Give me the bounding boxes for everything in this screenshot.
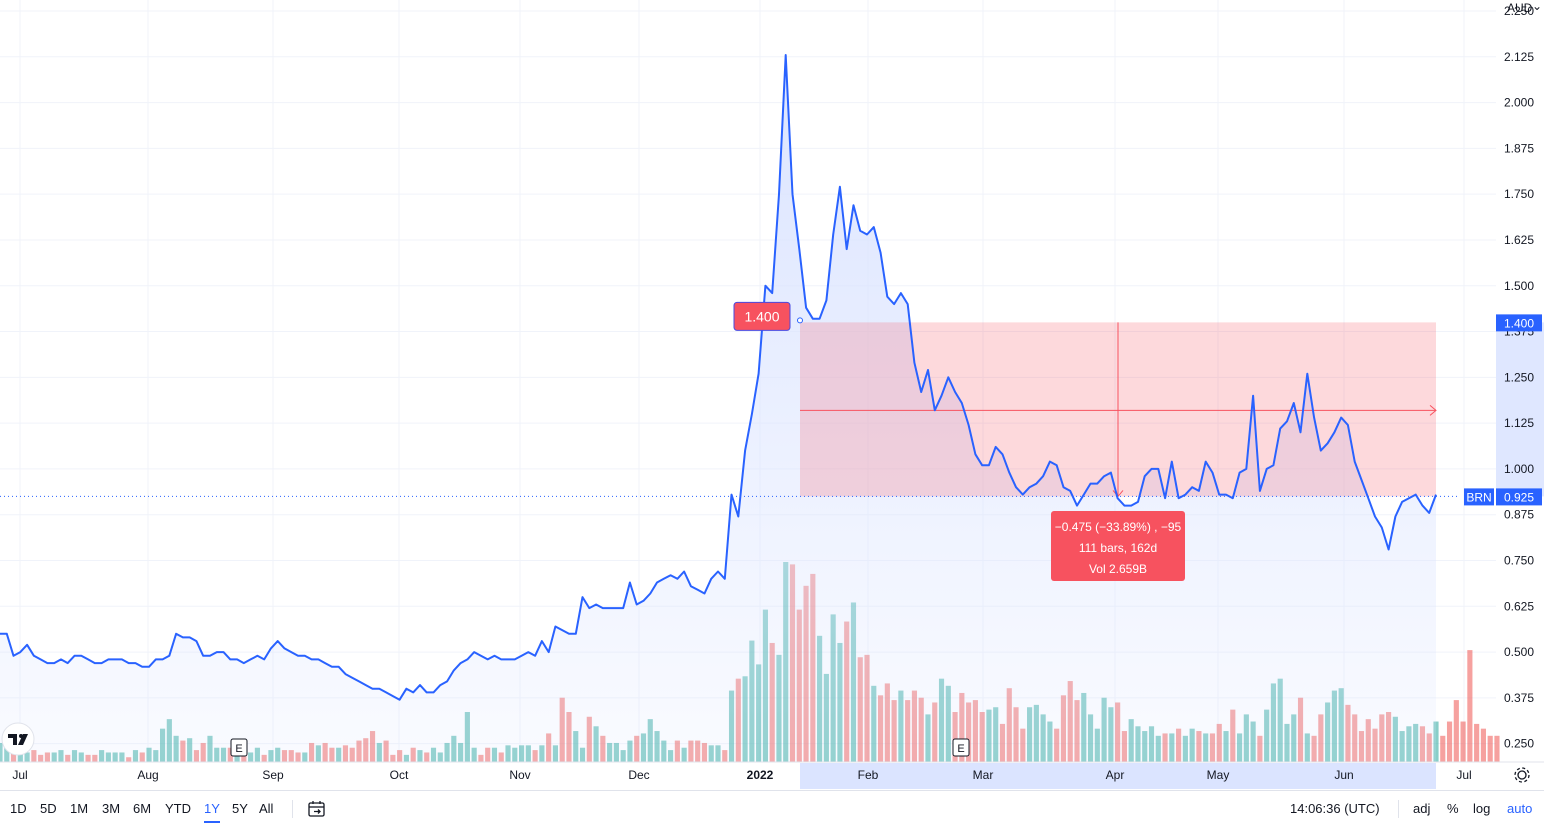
y-tick-label: 1.500 bbox=[1504, 279, 1534, 293]
volume-bar bbox=[1467, 650, 1473, 762]
price-line bbox=[0, 54, 1437, 701]
y-tick-label: 0.500 bbox=[1504, 645, 1534, 659]
tradingview-logo bbox=[1, 722, 35, 756]
y-tick-label: 1.000 bbox=[1504, 462, 1534, 476]
toolbar-divider bbox=[292, 800, 293, 818]
x-tick-label: May bbox=[1207, 768, 1230, 782]
y-tick-label: 0.625 bbox=[1504, 599, 1534, 613]
ruler-price-badge-text: 1.400 bbox=[1504, 316, 1534, 330]
volume-bar bbox=[1440, 735, 1446, 762]
range-button-all[interactable]: All bbox=[259, 801, 274, 816]
y-tick-label: 0.375 bbox=[1504, 691, 1534, 705]
range-button-1m[interactable]: 1M bbox=[70, 801, 89, 816]
last-price-badge-text: 0.925 bbox=[1504, 490, 1534, 504]
price-chart[interactable]: 1.400 −0.475 (−33.89%) , −95 111 bars, 162… bbox=[0, 0, 1544, 790]
price-scale-highlight bbox=[1496, 322, 1544, 497]
currency-label: AUD bbox=[1507, 1, 1533, 15]
calendar-goto-icon[interactable] bbox=[307, 799, 327, 819]
measure-tooltip-line: Vol 2.659B bbox=[1089, 562, 1147, 576]
range-button-1y[interactable]: 1Y bbox=[204, 801, 220, 823]
y-tick-label: 1.125 bbox=[1504, 416, 1534, 430]
earnings-marker bbox=[952, 738, 970, 757]
volume-bar bbox=[1446, 721, 1453, 762]
volume-bar bbox=[1474, 723, 1480, 762]
price-area bbox=[0, 55, 1436, 762]
symbol-badge-text: BRN bbox=[1466, 490, 1491, 504]
y-tick-label: 0.250 bbox=[1504, 737, 1534, 751]
x-tick-label: 2022 bbox=[747, 768, 774, 782]
ruler-start-price: 1.400 bbox=[744, 308, 779, 324]
measure-tooltip-line: −0.475 (−33.89%) , −95 bbox=[1055, 520, 1182, 534]
clock-label[interactable]: 14:06:36 (UTC) bbox=[1290, 801, 1380, 816]
range-button-5d[interactable]: 5D bbox=[40, 801, 57, 816]
bottom-toolbar: 1D 5D 1M 3M 6M YTD 1Y 5Y All 14:06:36 (U… bbox=[0, 790, 1544, 826]
range-button-3m[interactable]: 3M bbox=[102, 801, 121, 816]
volume-bar bbox=[1494, 735, 1500, 762]
y-tick-label: 0.750 bbox=[1504, 554, 1534, 568]
volume-bar bbox=[1487, 735, 1493, 762]
range-button-ytd[interactable]: YTD bbox=[165, 801, 191, 816]
tradingview-logo-icon bbox=[8, 734, 28, 745]
measure-anchor-point bbox=[797, 317, 803, 324]
range-button-1d[interactable]: 1D bbox=[10, 801, 27, 816]
earnings-marker bbox=[230, 738, 248, 757]
x-tick-label: Jul bbox=[1456, 768, 1471, 782]
auto-toggle[interactable]: auto bbox=[1507, 801, 1533, 816]
earnings-marker-label: E bbox=[957, 743, 964, 755]
log-toggle[interactable]: log bbox=[1473, 801, 1491, 816]
y-tick-label: 1.625 bbox=[1504, 233, 1534, 247]
x-tick-label: Feb bbox=[858, 768, 879, 782]
range-button-5y[interactable]: 5Y bbox=[232, 801, 248, 816]
chevron-down-icon: ⌄ bbox=[1532, 0, 1542, 13]
x-tick-label: Mar bbox=[973, 768, 994, 782]
x-tick-label: Oct bbox=[390, 768, 409, 782]
y-tick-label: 1.750 bbox=[1504, 187, 1534, 201]
y-tick-label: 2.125 bbox=[1504, 50, 1534, 64]
toolbar-divider bbox=[1398, 800, 1399, 818]
x-tick-label: Nov bbox=[509, 768, 530, 782]
gear-icon-teeth bbox=[1514, 767, 1530, 783]
volume-bar bbox=[1480, 728, 1486, 762]
measure-arrow-right bbox=[1429, 405, 1437, 416]
x-tick-label: Dec bbox=[628, 768, 649, 782]
symbol-badge bbox=[1464, 488, 1494, 506]
y-tick-label: 1.875 bbox=[1504, 141, 1534, 155]
gear-icon-hub bbox=[1517, 770, 1527, 780]
volume-bar bbox=[1460, 721, 1466, 762]
range-button-6m[interactable]: 6M bbox=[133, 801, 152, 816]
adj-toggle[interactable]: adj bbox=[1413, 801, 1431, 816]
x-tick-label: Jul bbox=[12, 768, 27, 782]
earnings-marker-label: E bbox=[235, 743, 242, 755]
x-tick-label: Jun bbox=[1334, 768, 1353, 782]
percent-toggle[interactable]: % bbox=[1447, 801, 1459, 816]
x-tick-label: Apr bbox=[1106, 768, 1125, 782]
measure-tooltip-line: 111 bars, 162d bbox=[1079, 541, 1157, 555]
y-tick-label: 0.875 bbox=[1504, 508, 1534, 522]
chart-canvas[interactable]: 1.400 −0.475 (−33.89%) , −95 111 bars, 162… bbox=[0, 0, 1544, 790]
y-tick-label: 1.250 bbox=[1504, 370, 1534, 384]
tradingview-logo-dot bbox=[19, 734, 23, 738]
x-tick-label: Sep bbox=[262, 768, 284, 782]
measure-tooltip bbox=[1051, 511, 1185, 581]
y-tick-label: 2.000 bbox=[1504, 96, 1534, 110]
last-price-badge bbox=[1496, 488, 1542, 506]
gear-icon[interactable] bbox=[1514, 767, 1530, 783]
ruler-price-badge bbox=[1496, 314, 1542, 332]
x-tick-label: Aug bbox=[137, 768, 158, 782]
x-axis-selection-highlight bbox=[800, 763, 1436, 789]
ruler-start-badge bbox=[733, 301, 791, 331]
volume-bar bbox=[1453, 700, 1459, 762]
y-tick-label: 2.250 bbox=[1504, 4, 1534, 18]
